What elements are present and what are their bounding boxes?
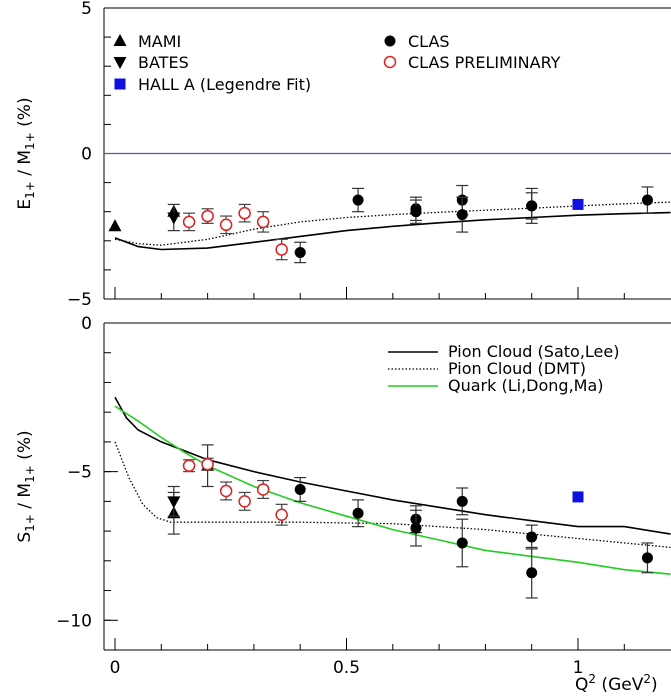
legend-label: Pion Cloud (DMT) <box>448 359 586 378</box>
hall-a-point <box>572 491 584 503</box>
legend-label: CLAS <box>408 32 450 51</box>
y-tick-label: −5 <box>67 290 92 310</box>
theory-curve-1 <box>114 396 671 535</box>
clas-point <box>456 495 468 507</box>
y-axis-label-part: S <box>15 532 35 543</box>
clas-point <box>294 483 306 495</box>
x-axis-label-part: 2 <box>588 672 596 686</box>
y-tick-label: 0 <box>81 314 92 334</box>
theory-curve-2 <box>114 441 671 549</box>
hall-a-point <box>572 198 584 210</box>
y-axis-label-part: 1+ <box>23 514 37 532</box>
clas-preliminary-point <box>275 508 288 521</box>
clas-point <box>526 567 538 579</box>
y-tick-label: −10 <box>56 611 92 631</box>
bates-point <box>113 57 127 69</box>
y-axis-label-part: E <box>15 199 35 210</box>
clas-point <box>526 200 538 212</box>
legend-label: BATES <box>138 53 189 72</box>
clas-point <box>526 531 538 543</box>
y-axis-label-part: / M <box>15 483 35 514</box>
y-axis-label: S1+ / M1+ (%) <box>15 430 37 542</box>
clas-preliminary-point <box>256 483 270 496</box>
y-axis-label-part: (%) <box>15 430 35 465</box>
y-axis-label-part: (%) <box>15 97 35 132</box>
y-axis-label-part: / M <box>15 150 35 181</box>
legend: MAMI BATES HALL A (Legendre Fit) CLAS CLAS P… <box>113 32 561 94</box>
legend-label: HALL A (Legendre Fit) <box>138 75 311 94</box>
y-tick-label: 5 <box>81 0 92 19</box>
legend-label: CLAS PRELIMINARY <box>408 53 561 72</box>
x-axis-label-part: ) <box>651 675 658 695</box>
bates-point <box>167 212 181 225</box>
clas-preliminary-point <box>219 484 233 498</box>
clas-point <box>352 507 364 519</box>
clas-preliminary-point <box>256 215 270 229</box>
clas-preliminary-point <box>201 457 214 471</box>
legend: Pion Cloud (Sato,Lee)Pion Cloud (DMT)Qua… <box>388 342 619 395</box>
panel-s1-m1: 0−5−100 0.5 1S1+ / M1+ (%)Q2 (GeV2)Pion Cl… <box>15 314 671 695</box>
clas-preliminary-point <box>201 209 214 223</box>
y-tick-label: −5 <box>67 463 92 483</box>
legend-label: Pion Cloud (Sato,Lee) <box>448 342 619 361</box>
hall-a-point <box>114 78 126 90</box>
mami-point <box>108 219 122 232</box>
clas-point <box>410 206 422 218</box>
y-axis-label: E1+ / M1+ (%) <box>15 97 37 209</box>
clas-point <box>456 209 468 221</box>
clas-point <box>641 194 653 206</box>
clas-preliminary-point <box>219 218 233 232</box>
x-axis-label: Q2 (GeV2) <box>575 672 658 695</box>
bates-point <box>167 496 181 509</box>
x-axis-label-part: Q <box>575 675 588 695</box>
y-axis-label-part: 1+ <box>23 181 37 199</box>
clas-point <box>384 35 396 47</box>
clas-preliminary-point <box>275 243 288 256</box>
clas-preliminary-point <box>383 55 397 69</box>
x-tick-label: 0.5 <box>333 658 360 678</box>
clas-preliminary-point <box>238 206 251 220</box>
theory-curve-2 <box>114 201 671 246</box>
x-tick-label: 1 <box>573 658 584 678</box>
clas-preliminary-point <box>238 495 251 508</box>
clas-preliminary-point <box>182 459 196 472</box>
theory-curve-1 <box>114 211 671 251</box>
clas-point <box>641 552 653 564</box>
x-tick-label: 0 <box>110 658 121 678</box>
y-tick-label: 0 <box>81 145 92 165</box>
y-axis-label-part: 1+ <box>23 465 37 483</box>
clas-point <box>294 246 306 258</box>
legend-label: MAMI <box>138 32 181 51</box>
theory-curve-3 <box>114 405 671 575</box>
x-axis-label-part: (GeV <box>596 675 644 695</box>
y-axis-label-part: 1+ <box>23 132 37 150</box>
legend-label: Quark (Li,Dong,Ma) <box>448 376 604 395</box>
mami-point <box>113 34 127 46</box>
x-axis-label-part: 2 <box>643 672 651 686</box>
clas-preliminary-point <box>182 215 196 229</box>
clas-point <box>410 522 422 534</box>
clas-point <box>352 194 364 206</box>
clas-point <box>456 537 468 549</box>
